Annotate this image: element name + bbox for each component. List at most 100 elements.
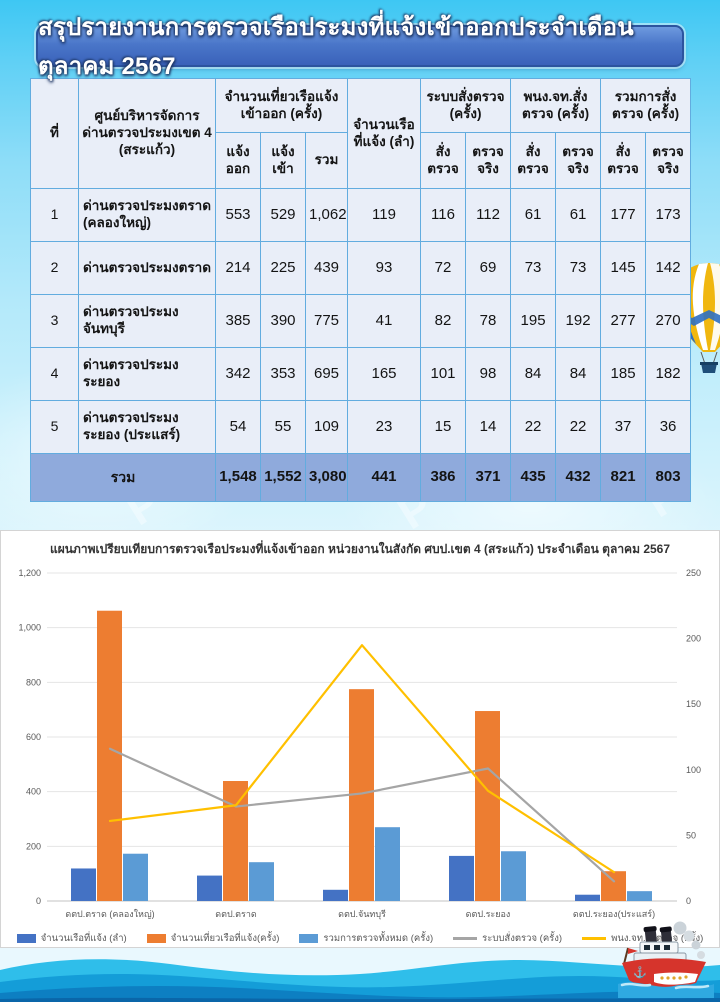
x-axis-label: ดตป.ตราด (คลองใหญ่) <box>65 909 154 919</box>
legend-label: ระบบสั่งตรวจ (ครั้ง) <box>482 933 563 944</box>
cell-value: 116 <box>420 188 467 242</box>
cell-value: 36 <box>645 400 692 454</box>
total-value: 3,080 <box>304 453 349 502</box>
cell-value: 1,062 <box>304 188 349 242</box>
cell-value: 529 <box>260 188 306 242</box>
bar <box>71 868 96 901</box>
chart-legend: จำนวนเรือที่แจ้ง (ลำ) จำนวนเที่ยวเรือที่แ… <box>1 931 719 946</box>
cell-value: 84 <box>555 347 602 401</box>
cell-value: 177 <box>600 188 647 242</box>
left-axis-tick: 1,000 <box>18 623 41 633</box>
legend-label: พนง.จท.สั่งตรวจ (ครั้ง) <box>611 933 704 944</box>
table-body: 1 ด่านตรวจประมงตราด (คลองใหญ่) 553 529 1,062… <box>30 188 692 454</box>
cell-value: 41 <box>347 294 422 348</box>
row-unit-name: ด่านตรวจประมงระยอง <box>78 347 216 401</box>
cell-value: 73 <box>555 241 602 295</box>
row-unit-name: ด่านตรวจประมงระยอง (ประแสร์) <box>78 400 216 454</box>
cell-value: 342 <box>215 347 261 401</box>
total-value: 821 <box>600 453 647 502</box>
legend-item: รวมการตรวจทั้งหมด (ครั้ง) <box>299 931 433 946</box>
bar <box>627 891 652 901</box>
row-number: 5 <box>30 400 79 454</box>
cell-value: 15 <box>420 400 467 454</box>
chart-title: แผนภาพเปรียบเทียบการตรวจเรือประมงที่แจ้ง… <box>49 542 671 556</box>
cell-value: 72 <box>420 241 467 295</box>
cell-value: 98 <box>465 347 512 401</box>
legend-item: พนง.จท.สั่งตรวจ (ครั้ง) <box>582 931 703 946</box>
left-axis-tick: 0 <box>36 896 41 906</box>
legend-swatch-icon <box>453 937 478 940</box>
total-value: 432 <box>555 453 602 502</box>
header-unit: ศูนย์บริหารจัดการด่าน​ตรวจประมงเขต 4 (สร… <box>78 78 216 189</box>
cell-value: 84 <box>510 347 557 401</box>
left-axis-tick: 600 <box>26 732 41 742</box>
left-axis-tick: 800 <box>26 677 41 687</box>
bar <box>323 889 348 901</box>
left-axis-tick: 400 <box>26 787 41 797</box>
header-actual: ตรวจ​จริง <box>465 132 512 189</box>
table-header: ที่ ศูนย์บริหารจัดการด่าน​ตรวจประมงเขต 4… <box>30 78 692 189</box>
row-number: 3 <box>30 294 79 348</box>
x-axis-label: ดตป.ตราด <box>215 909 257 919</box>
cell-value: 390 <box>260 294 306 348</box>
cell-value: 439 <box>304 241 349 295</box>
cell-value: 22 <box>555 400 602 454</box>
header-ordered: สั่ง​ตรวจ <box>600 132 647 189</box>
cell-value: 182 <box>645 347 692 401</box>
legend-swatch-icon <box>299 934 319 943</box>
total-label: รวม <box>30 453 216 502</box>
header-no: ที่ <box>30 78 79 189</box>
line-series <box>108 644 616 874</box>
bar <box>197 875 222 901</box>
cell-value: 73 <box>510 241 557 295</box>
bar <box>223 781 248 901</box>
row-number: 1 <box>30 188 79 242</box>
cell-value: 270 <box>645 294 692 348</box>
bar <box>475 711 500 901</box>
x-axis-label: ดตป.จันทบุรี <box>338 909 386 920</box>
legend-label: จำนวนเรือที่แจ้ง (ลำ) <box>40 933 127 944</box>
line-series <box>108 747 616 883</box>
cell-value: 37 <box>600 400 647 454</box>
total-value: 1,552 <box>260 453 306 502</box>
bar <box>375 827 400 901</box>
cell-value: 195 <box>510 294 557 348</box>
cell-value: 553 <box>215 188 261 242</box>
header-trips-group: จำนวนเที่ยวเรือแจ้ง​เข้าออก (ครั้ง) <box>214 78 349 133</box>
right-axis-tick: 200 <box>686 634 701 644</box>
cell-value: 109 <box>304 400 349 454</box>
legend-item: ระบบสั่งตรวจ (ครั้ง) <box>453 931 562 946</box>
legend-swatch-icon <box>146 934 166 943</box>
x-axis-label: ดตป.ระยอง <box>466 909 511 919</box>
header-total-group: รวมการสั่ง​ตรวจ (ครั้ง) <box>600 78 692 133</box>
cell-value: 145 <box>600 241 647 295</box>
inspection-table: ที่ ศูนย์บริหารจัดการด่าน​ตรวจประมงเขต 4… <box>30 78 692 502</box>
cell-value: 82 <box>420 294 467 348</box>
total-value: 435 <box>510 453 557 502</box>
total-value: 441 <box>347 453 422 502</box>
cell-value: 225 <box>260 241 306 295</box>
row-unit-name: ด่านตรวจประมง​จันทบุรี <box>78 294 216 348</box>
cell-value: 78 <box>465 294 512 348</box>
chart-card: แผนภาพเปรียบเทียบการตรวจเรือประมงที่แจ้ง… <box>0 530 720 948</box>
header-ordered: สั่ง​ตรวจ <box>420 132 467 189</box>
header-trips-in: แจ้ง​เข้า <box>260 132 306 189</box>
legend-swatch-icon <box>16 934 36 943</box>
table-row: 1 ด่านตรวจประมงตราด (คลองใหญ่) 553 529 1,062… <box>30 188 692 242</box>
legend-label: จำนวนเที่ยวเรือที่แจ้ง(ครั้ง) <box>170 933 280 944</box>
cell-value: 23 <box>347 400 422 454</box>
x-axis-label: ดตป.ระยอง(ประแสร์) <box>573 908 655 919</box>
bar <box>123 853 148 901</box>
cell-value: 119 <box>347 188 422 242</box>
bar <box>601 871 626 901</box>
bar <box>501 851 526 901</box>
cell-value: 165 <box>347 347 422 401</box>
cell-value: 61 <box>510 188 557 242</box>
header-system-group: ระบบสั่งตรวจ (ครั้ง) <box>420 78 512 133</box>
cell-value: 55 <box>260 400 306 454</box>
report-title-banner: สรุปรายงานการตรวจเรือประมงที่แจ้งเข้าออก… <box>36 14 684 80</box>
table-row: 3 ด่านตรวจประมง​จันทบุรี 385 390 775 41 82 78 19… <box>30 294 692 348</box>
cell-value: 353 <box>260 347 306 401</box>
header-actual: ตรวจ​จริง <box>645 132 692 189</box>
cell-value: 214 <box>215 241 261 295</box>
